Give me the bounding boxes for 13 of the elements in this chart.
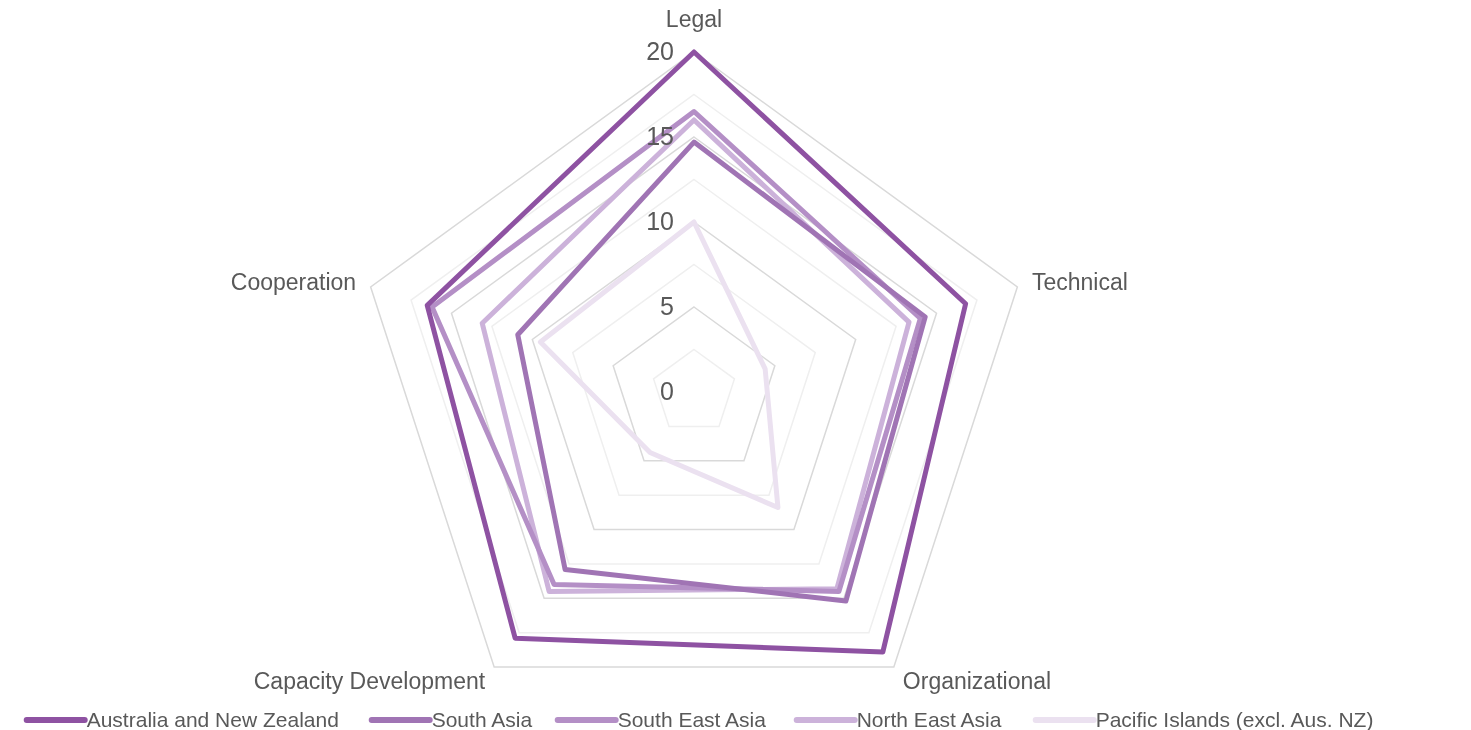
spoke-label: Organizational	[902, 668, 1052, 695]
legend-label: Australia and New Zealand	[86, 708, 339, 730]
legend-label: South East Asia	[617, 708, 767, 730]
legend-label: North East Asia	[856, 708, 1002, 730]
spoke-label: Cooperation	[230, 269, 357, 296]
spoke-label: Capacity Development	[253, 668, 486, 695]
legend-label: South Asia	[431, 708, 533, 730]
y-tick-label: 20	[646, 37, 674, 65]
y-tick-label: 5	[660, 292, 674, 320]
y-tick-label: 10	[646, 207, 674, 235]
spoke-label: Legal	[665, 5, 723, 32]
spoke-label: Technical	[1031, 269, 1128, 296]
y-tick-label: 0	[660, 377, 674, 405]
